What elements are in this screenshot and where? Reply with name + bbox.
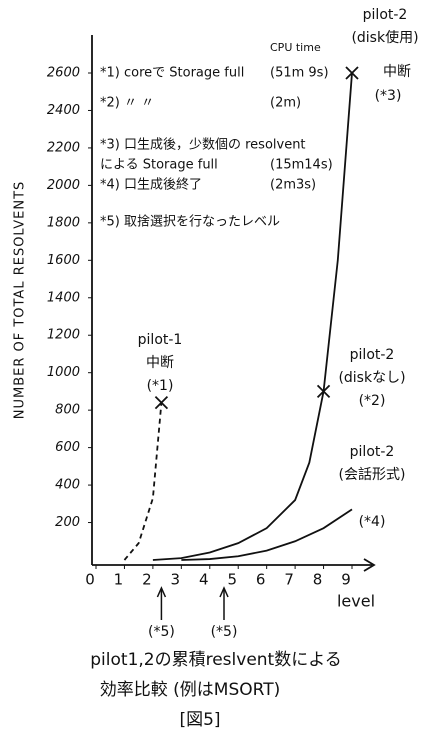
note-time: (51m 9s) bbox=[270, 66, 329, 81]
level-label: (*5) bbox=[148, 624, 175, 640]
series-label: pilot-1 bbox=[138, 332, 183, 348]
series-note: (diskなし) bbox=[338, 370, 405, 386]
note-time: (15m14s) bbox=[270, 158, 333, 173]
series-label: pilot-2 bbox=[350, 347, 395, 363]
series-note: 中断 bbox=[146, 355, 174, 371]
series-note: (*4) bbox=[359, 514, 386, 530]
y-tick-label: 1600 bbox=[47, 253, 80, 268]
note-line: *3) 口生成後，少数個の resolvent bbox=[100, 138, 306, 153]
x-tick-label: 9 bbox=[341, 571, 351, 589]
x-tick-label: 1 bbox=[114, 571, 124, 589]
y-tick-label: 600 bbox=[55, 440, 80, 455]
y-tick-label: 2600 bbox=[47, 66, 80, 81]
x-marker bbox=[155, 397, 167, 409]
series-note: 中断 bbox=[383, 64, 411, 80]
y-tick-label: 1400 bbox=[47, 290, 80, 305]
x-tick-label: 6 bbox=[256, 571, 266, 589]
note-line: *5) 取捨選択を行なったレベル bbox=[100, 214, 280, 230]
x-tick-label: 5 bbox=[227, 571, 237, 589]
y-tick-label: 2200 bbox=[47, 140, 80, 155]
series-note: (*3) bbox=[375, 88, 402, 104]
cpu-time-label: CPU time bbox=[270, 41, 321, 54]
series-line bbox=[324, 73, 352, 391]
series-line bbox=[153, 391, 324, 560]
x-tick-label: 2 bbox=[142, 571, 152, 589]
x-axis-label: level bbox=[337, 592, 375, 611]
y-tick-label: 2000 bbox=[47, 178, 80, 193]
series-label: pilot-2 bbox=[363, 7, 408, 23]
y-tick-label: 1200 bbox=[47, 328, 80, 343]
x-tick-label: 3 bbox=[171, 571, 181, 589]
y-tick-label: 1800 bbox=[47, 215, 80, 230]
x-tick-label: 8 bbox=[313, 571, 323, 589]
x-tick-label: 4 bbox=[199, 571, 209, 589]
caption-line: pilot1,2の累積reslvent数による bbox=[90, 650, 341, 670]
figure-label: [図5] bbox=[179, 710, 220, 730]
series-line bbox=[124, 403, 161, 560]
note-line: *4) 口生成後終了 bbox=[100, 177, 202, 193]
series-label: pilot-2 bbox=[350, 444, 395, 460]
x-tick-label: 7 bbox=[284, 571, 294, 589]
y-tick-label: 400 bbox=[55, 478, 80, 493]
series-note: (*2) bbox=[359, 393, 386, 409]
note-line: による Storage full bbox=[100, 158, 218, 173]
y-tick-label: 200 bbox=[55, 515, 80, 530]
note-line: *2) 〃 〃 bbox=[100, 96, 154, 111]
series-note: (*1) bbox=[147, 378, 174, 394]
caption-line: 効率比較 (例はMSORT) bbox=[100, 680, 280, 700]
series-note: (disk使用) bbox=[351, 29, 418, 46]
y-axis-label: NUMBER OF TOTAL RESOLVENTS bbox=[13, 181, 28, 420]
x-tick-label: 0 bbox=[85, 571, 95, 589]
y-tick-label: 800 bbox=[55, 403, 80, 418]
series-note: (会話形式) bbox=[339, 466, 406, 483]
y-tick-label: 2400 bbox=[47, 103, 80, 118]
note-line: *1) coreで Storage full bbox=[100, 66, 244, 81]
note-time: (2m) bbox=[270, 96, 301, 111]
y-tick-label: 1000 bbox=[47, 365, 80, 380]
note-time: (2m3s) bbox=[270, 178, 316, 193]
chart: NUMBER OF TOTAL RESOLVENTS level CPU tim… bbox=[0, 0, 433, 742]
level-label: (*5) bbox=[211, 624, 238, 640]
